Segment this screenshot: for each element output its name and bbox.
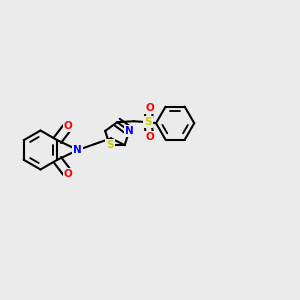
Text: O: O	[146, 132, 154, 142]
Text: N: N	[74, 145, 82, 155]
Text: S: S	[106, 140, 113, 150]
Text: O: O	[64, 169, 73, 179]
Text: N: N	[125, 126, 134, 136]
Text: S: S	[144, 117, 152, 127]
Text: O: O	[64, 121, 73, 131]
Text: O: O	[146, 103, 154, 112]
